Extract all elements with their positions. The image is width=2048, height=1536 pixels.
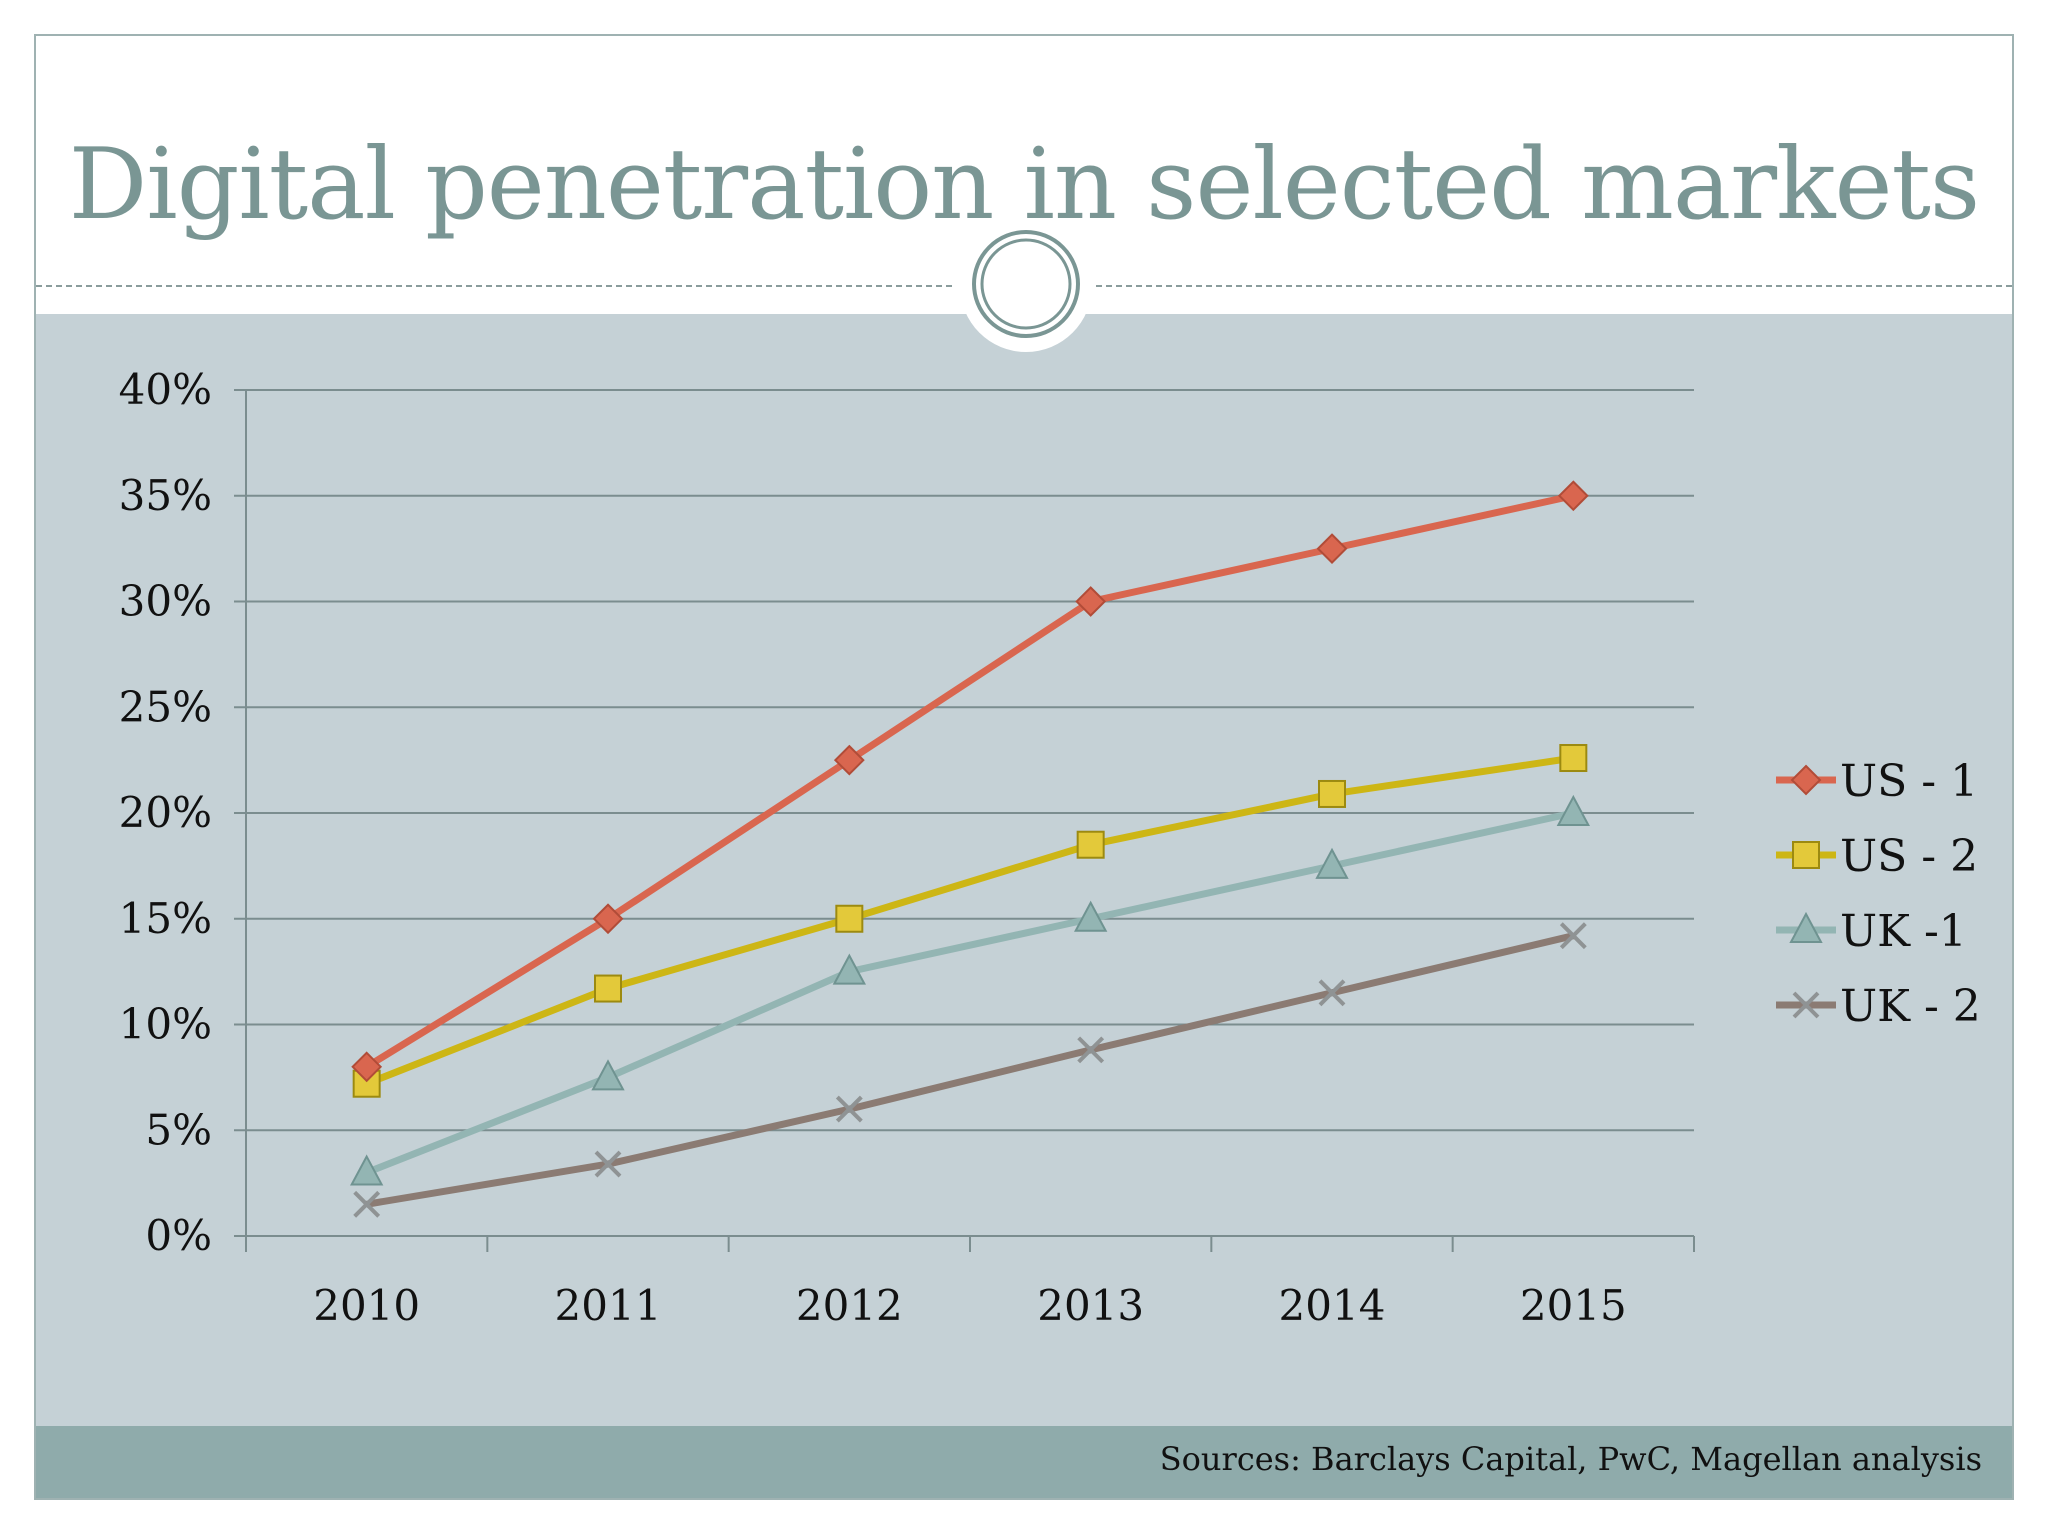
data-point xyxy=(833,744,865,776)
y-tick-label: 25% xyxy=(119,682,212,731)
diamond-marker xyxy=(592,903,624,935)
data-point xyxy=(1556,794,1591,826)
x-marker-stroke xyxy=(594,1150,622,1178)
data-point xyxy=(1077,1036,1105,1064)
series-line xyxy=(364,492,1575,1070)
y-tick-label: 10% xyxy=(119,1000,212,1049)
square-marker xyxy=(1559,744,1588,773)
data-point xyxy=(835,904,864,933)
triangle-marker xyxy=(832,953,867,985)
title-divider xyxy=(36,220,2012,352)
data-point xyxy=(1559,922,1587,950)
slide: Digital penetration in selected markets … xyxy=(34,34,2014,1500)
sources-text: Sources: Barclays Capital, PwC, Magellan… xyxy=(1159,1440,1982,1478)
y-tick-label: 20% xyxy=(119,788,212,837)
x-marker-stroke xyxy=(835,1095,863,1123)
legend-item: US - 1 xyxy=(1776,756,1978,807)
triangle-marker xyxy=(349,1154,384,1186)
x-marker-stroke xyxy=(1559,922,1587,950)
square-marker xyxy=(594,974,622,1003)
data-point xyxy=(1073,900,1108,932)
divider-ring-inner xyxy=(980,238,1072,330)
x-marker-stroke xyxy=(353,1190,381,1218)
legend-marker xyxy=(1792,841,1820,869)
data-point xyxy=(1315,847,1349,879)
data-point xyxy=(594,1150,622,1178)
legend-item: UK -1 xyxy=(1776,906,1967,957)
triangle-marker xyxy=(1556,794,1591,826)
x-tick-label: 2015 xyxy=(1520,1281,1627,1330)
data-point xyxy=(591,1059,625,1091)
x-tick-label: 2011 xyxy=(555,1281,662,1330)
x-tick-label: 2010 xyxy=(313,1281,420,1330)
legend-marker xyxy=(1789,911,1823,943)
x-marker-stroke xyxy=(1318,979,1346,1007)
legend-label: US - 2 xyxy=(1840,831,1978,882)
x-marker-stroke xyxy=(1792,991,1820,1019)
line-chart: 0% 5% 10% 15% 20% 25% 30% 35% 40% 2010 2011 2012 201… xyxy=(119,365,1981,1330)
y-tick-label: 5% xyxy=(145,1105,212,1154)
x-tick-label: 2012 xyxy=(796,1281,903,1330)
x-marker-stroke xyxy=(1077,1036,1105,1064)
square-marker xyxy=(1076,830,1105,859)
series-line xyxy=(365,754,1574,1087)
data-point xyxy=(594,974,622,1003)
series-layer xyxy=(349,480,1591,1218)
diamond-marker xyxy=(1316,533,1348,565)
legend-label: UK -1 xyxy=(1840,906,1967,957)
series-line xyxy=(366,932,1575,1208)
divider-ring-outer xyxy=(972,230,1080,338)
axis-layer: 0% 5% 10% 15% 20% 25% 30% 35% 40% 2010 2011 2012 201… xyxy=(119,365,1695,1330)
content-area xyxy=(36,314,2012,1464)
legend-label: US - 1 xyxy=(1840,756,1978,807)
series-line xyxy=(365,809,1575,1176)
data-point xyxy=(1318,979,1346,1007)
data-point xyxy=(1557,480,1589,512)
y-tick-label: 0% xyxy=(145,1211,212,1260)
square-marker xyxy=(835,904,864,933)
y-tick-label: 35% xyxy=(119,471,212,520)
triangle-marker xyxy=(1073,900,1108,932)
legend: US - 1 US - 2 UK -1 UK - 2 xyxy=(1776,756,1981,1032)
y-tick-label: 40% xyxy=(119,365,212,414)
diamond-marker xyxy=(1557,480,1589,512)
diamond-marker xyxy=(351,1051,383,1083)
triangle-marker xyxy=(1315,847,1349,879)
square-marker xyxy=(1792,841,1820,869)
triangle-marker xyxy=(1789,911,1823,943)
y-tick-label: 15% xyxy=(119,894,212,943)
legend-item: US - 2 xyxy=(1776,831,1978,882)
legend-item: UK - 2 xyxy=(1776,981,1981,1032)
legend-label: UK - 2 xyxy=(1840,981,1981,1032)
data-point xyxy=(353,1190,381,1218)
data-point xyxy=(349,1154,384,1186)
y-tick-label: 30% xyxy=(119,577,212,626)
slide-title: Digital penetration in selected markets xyxy=(68,128,1980,242)
triangle-marker xyxy=(591,1059,625,1091)
data-point xyxy=(835,1095,863,1123)
footer-bar: Sources: Barclays Capital, PwC, Magellan… xyxy=(36,1426,2012,1498)
legend-marker xyxy=(1792,991,1820,1019)
data-point xyxy=(1316,533,1348,565)
data-point xyxy=(1318,779,1346,808)
square-marker xyxy=(1318,779,1346,808)
data-point xyxy=(1076,830,1105,859)
diamond-marker xyxy=(1075,586,1107,617)
x-tick-label: 2013 xyxy=(1037,1281,1144,1330)
legend-marker xyxy=(1790,764,1822,796)
data-point xyxy=(1559,744,1588,773)
diamond-marker xyxy=(833,744,865,776)
diamond-marker xyxy=(1790,764,1822,796)
data-point xyxy=(832,953,867,985)
x-tick-label: 2014 xyxy=(1279,1281,1386,1330)
data-point xyxy=(351,1051,383,1083)
data-point xyxy=(1075,586,1107,617)
data-point xyxy=(592,903,624,935)
